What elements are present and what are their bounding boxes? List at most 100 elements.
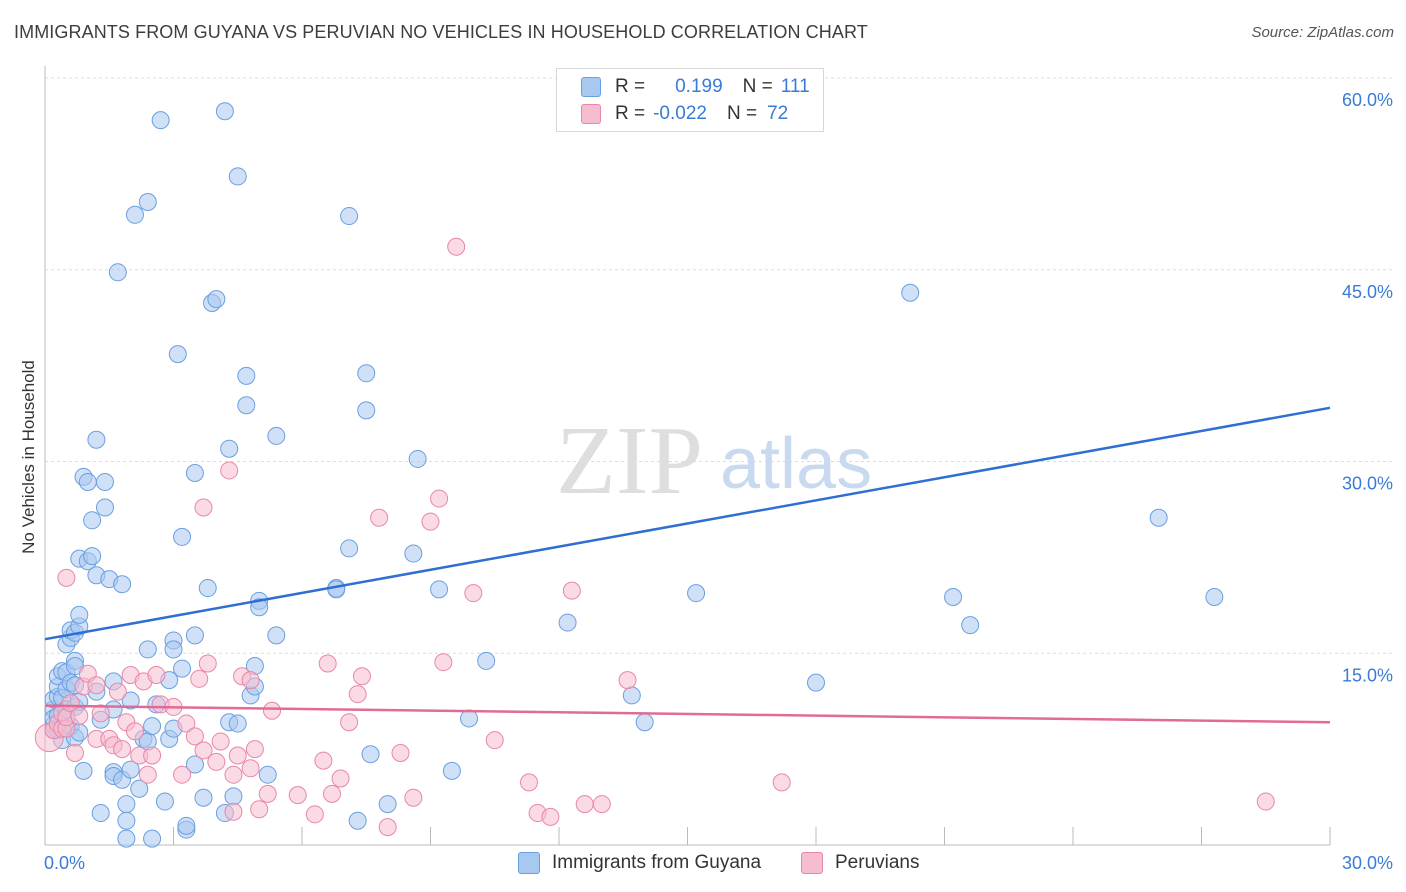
data-point xyxy=(138,192,157,211)
data-point xyxy=(1256,792,1275,811)
data-point xyxy=(592,795,611,814)
data-point xyxy=(404,788,423,807)
data-point xyxy=(901,283,920,302)
data-point xyxy=(258,765,277,784)
data-point xyxy=(241,671,260,690)
legend-swatch-peruvians xyxy=(581,104,601,124)
data-point xyxy=(357,401,376,420)
data-point xyxy=(352,667,371,686)
data-point xyxy=(164,640,183,659)
data-point xyxy=(190,669,209,688)
data-point xyxy=(87,676,106,695)
data-point xyxy=(447,237,466,256)
data-point xyxy=(194,741,213,760)
data-point xyxy=(147,665,166,684)
data-point xyxy=(288,786,307,805)
data-point xyxy=(177,816,196,835)
series-guyana xyxy=(44,102,1224,848)
y-tick-label: 15.0% xyxy=(1342,665,1393,685)
data-point xyxy=(87,430,106,449)
series-legend: Immigrants from Guyana Peruvians xyxy=(0,852,1406,878)
data-point xyxy=(421,512,440,531)
data-point xyxy=(327,580,346,599)
trend-line-peruvians xyxy=(44,704,1331,724)
data-point xyxy=(322,784,341,803)
data-point xyxy=(391,743,410,762)
data-point xyxy=(245,740,264,759)
data-point xyxy=(305,805,324,824)
data-point xyxy=(185,464,204,483)
data-point xyxy=(944,588,963,607)
legend-r-value: 0.199 xyxy=(675,76,723,97)
data-point xyxy=(108,263,127,282)
data-point xyxy=(575,795,594,814)
series-label-peruvians: Peruvians xyxy=(835,852,920,873)
data-point xyxy=(442,761,461,780)
data-point xyxy=(130,779,149,798)
data-point xyxy=(78,472,97,491)
data-point xyxy=(250,800,269,819)
data-point xyxy=(61,694,80,713)
data-point xyxy=(65,743,84,762)
watermark-atlas: atlas xyxy=(720,424,872,504)
data-point xyxy=(173,659,192,678)
data-point xyxy=(57,568,76,587)
data-point xyxy=(1205,588,1224,607)
data-point xyxy=(520,773,539,792)
legend-row-guyana: R = 0.199 N = 111 xyxy=(581,75,810,99)
series-legend-peruvians: Peruvians xyxy=(801,852,920,874)
legend-n-value: 111 xyxy=(780,76,810,97)
data-point xyxy=(340,713,359,732)
legend-n-value: 72 xyxy=(767,103,789,124)
data-point xyxy=(224,802,243,821)
data-point xyxy=(361,745,380,764)
data-point xyxy=(83,547,102,566)
data-point xyxy=(430,489,449,508)
data-point xyxy=(224,765,243,784)
legend-n-label: N = xyxy=(742,76,773,97)
legend-r-value: -0.022 xyxy=(653,103,707,124)
data-point xyxy=(173,765,192,784)
data-point xyxy=(430,580,449,599)
data-point xyxy=(125,205,144,224)
y-axis-title: No Vehicles in Household xyxy=(19,360,38,554)
data-point xyxy=(125,722,144,741)
x-tick-label: 0.0% xyxy=(44,853,85,873)
data-point xyxy=(772,773,791,792)
data-point xyxy=(70,605,89,624)
trend-layer xyxy=(44,406,1331,724)
legend-r-label: R = xyxy=(615,103,646,124)
data-point xyxy=(460,709,479,728)
correlation-legend: R = 0.199 N = 111 R = -0.022 N = 72 xyxy=(556,68,824,132)
data-point xyxy=(228,746,247,765)
data-point xyxy=(113,575,132,594)
data-point xyxy=(177,714,196,733)
legend-row-peruvians: R = -0.022 N = 72 xyxy=(581,102,788,126)
series-swatch-peruvians xyxy=(801,852,823,874)
data-point xyxy=(185,727,204,746)
data-point xyxy=(143,746,162,765)
data-point xyxy=(224,787,243,806)
data-point xyxy=(331,769,350,788)
data-point xyxy=(378,818,397,837)
data-point xyxy=(117,829,136,848)
data-point xyxy=(198,654,217,673)
watermark-zip: ZIP xyxy=(556,407,703,515)
data-point xyxy=(207,752,226,771)
data-point xyxy=(74,761,93,780)
data-point xyxy=(267,426,286,445)
data-point xyxy=(357,364,376,383)
data-point xyxy=(91,804,110,823)
data-point xyxy=(185,755,204,774)
data-point xyxy=(340,207,359,226)
data-point xyxy=(237,366,256,385)
data-point xyxy=(241,759,260,778)
data-point xyxy=(250,598,269,617)
data-point xyxy=(70,706,89,725)
data-point xyxy=(477,651,496,670)
data-point xyxy=(121,691,140,710)
data-point xyxy=(95,472,114,491)
data-point xyxy=(635,713,654,732)
data-point xyxy=(143,717,162,736)
